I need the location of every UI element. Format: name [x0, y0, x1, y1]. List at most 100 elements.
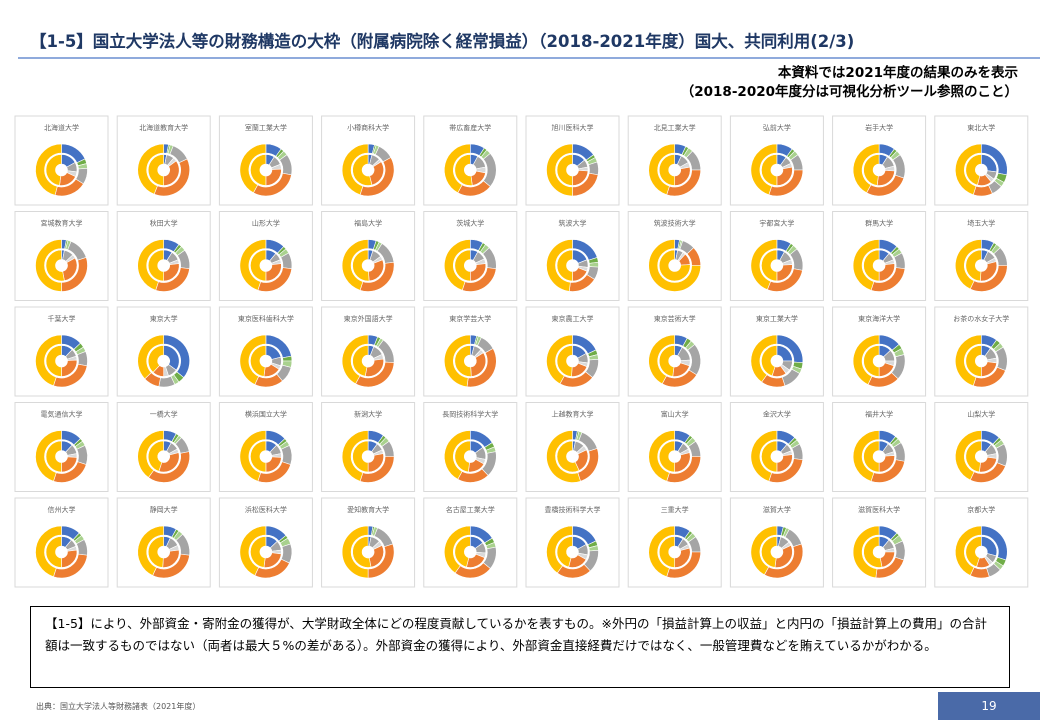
chart-title: 山形大学 — [252, 219, 280, 228]
donut-segment — [965, 249, 982, 282]
chart-title: お茶の水女子大学 — [953, 314, 1009, 323]
chart-title: 東京農工大学 — [552, 314, 594, 323]
donut-segment — [955, 334, 982, 387]
donut-segment — [239, 430, 267, 482]
donut-segment — [239, 525, 267, 576]
donut-segment — [556, 345, 573, 377]
donut-segment — [965, 440, 982, 473]
donut-segment — [648, 239, 702, 292]
donut-segment — [852, 430, 880, 482]
chart-title: 豊橋技術科学大学 — [545, 505, 601, 514]
donut-segment — [250, 249, 267, 282]
donut-segment — [852, 143, 880, 194]
chart-title: 東北大学 — [967, 123, 995, 132]
title-rule — [18, 57, 1040, 59]
chart-title: 北海道教育大学 — [139, 123, 188, 132]
chart-title: 福島大学 — [354, 219, 382, 228]
donut-segment — [444, 430, 471, 480]
chart-title: 三重大学 — [661, 505, 689, 514]
donut-segment — [750, 525, 778, 576]
chart-title: 埼玉大学 — [967, 219, 995, 228]
donut-segment — [147, 345, 164, 373]
donut-segment — [556, 536, 573, 568]
donut-segment — [352, 536, 372, 568]
chart-title: 群馬大学 — [865, 219, 893, 228]
slide-title: 【1-5】国立大学法人等の財務構造の大枠（附属病院除く経常損益）（2018-20… — [30, 32, 855, 51]
donut-segment — [955, 143, 982, 196]
chart-title: 滋賀大学 — [763, 505, 791, 514]
donut-segment — [341, 430, 369, 482]
chart-title: 帯広畜産大学 — [449, 123, 491, 132]
note-line: （2018-2020年度分は可視化分析ツール参照のこと） — [680, 84, 1018, 100]
donut-segment — [45, 345, 62, 377]
donut-segment — [955, 430, 982, 481]
chart-title: 茨城大学 — [456, 219, 484, 228]
donut-segment — [137, 525, 164, 576]
note: 本資料では2021年度の結果のみを表示 （2018-2020年度分は可視化分析ツ… — [681, 64, 1018, 102]
donut-segment — [761, 249, 778, 282]
donut-segment — [454, 154, 473, 186]
donut-segment — [444, 239, 471, 291]
donut-segment — [546, 525, 573, 574]
chart-title: 東京芸術大学 — [654, 314, 696, 323]
donut-segment — [35, 525, 62, 578]
chart-title: 東京工業大学 — [756, 314, 798, 323]
donut-segment — [352, 345, 369, 377]
chart-title: 岩手大学 — [865, 123, 893, 132]
donut-segment — [454, 345, 472, 377]
donut-segment — [648, 525, 675, 578]
donut-segment — [546, 334, 573, 385]
chart-title: 宇都宮大学 — [759, 219, 794, 228]
chart-title: 筑波大学 — [559, 219, 587, 228]
donut-segment — [863, 345, 880, 377]
donut-segment — [137, 334, 164, 380]
chart-title: 電気通信大学 — [41, 410, 83, 419]
donut-segment — [250, 154, 267, 186]
donut-segment — [454, 440, 471, 473]
donut-segment — [761, 154, 778, 186]
donut-segment — [239, 239, 267, 291]
donut-segment — [546, 239, 573, 292]
donut-segment — [761, 345, 778, 377]
chart-title: 福井大学 — [865, 410, 893, 419]
donut-segment — [250, 440, 267, 473]
donut-segment — [556, 154, 573, 186]
donut-segment — [658, 345, 675, 377]
chart-title: 東京外国語大学 — [344, 314, 393, 323]
chart-title: 富山大学 — [661, 410, 689, 419]
donut-segment — [137, 239, 164, 291]
donut-segment — [863, 440, 880, 473]
chart-title: 小樽商科大学 — [347, 123, 389, 132]
chart-title: 愛知教育大学 — [347, 505, 389, 514]
donut-segment — [863, 154, 880, 186]
chart-title: 千葉大学 — [48, 314, 76, 323]
note-line: 本資料では2021年度の結果のみを表示 — [777, 65, 1018, 81]
donut-segment — [852, 239, 880, 291]
donut-segment — [137, 143, 164, 195]
donut-segment — [137, 430, 164, 478]
donut-segment — [454, 536, 471, 568]
donut-segment — [965, 154, 982, 186]
chart-title: 東京学芸大学 — [449, 314, 491, 323]
chart-title: 京都大学 — [967, 505, 995, 514]
chart-title: 北海道大学 — [44, 123, 79, 132]
donut-segment — [444, 334, 471, 388]
donut-segment — [76, 445, 88, 465]
chart-title: 山梨大学 — [967, 410, 995, 419]
donut-segment — [852, 334, 880, 385]
donut-segment — [45, 536, 62, 568]
donut-segment — [750, 239, 778, 291]
donut-segment — [341, 239, 369, 291]
donut-segment — [648, 143, 675, 196]
donut-segment — [341, 143, 369, 196]
donut-segment — [894, 540, 906, 561]
donut-segment — [750, 143, 778, 196]
donut-segment — [341, 525, 369, 579]
donut-segment — [352, 440, 369, 473]
donut-segment — [965, 536, 982, 568]
donut-segment — [863, 249, 880, 282]
donut-segment — [750, 334, 778, 383]
chart-title: 室蘭工業大学 — [245, 123, 287, 132]
donut-segment — [280, 445, 293, 465]
donut-segment — [546, 143, 573, 197]
